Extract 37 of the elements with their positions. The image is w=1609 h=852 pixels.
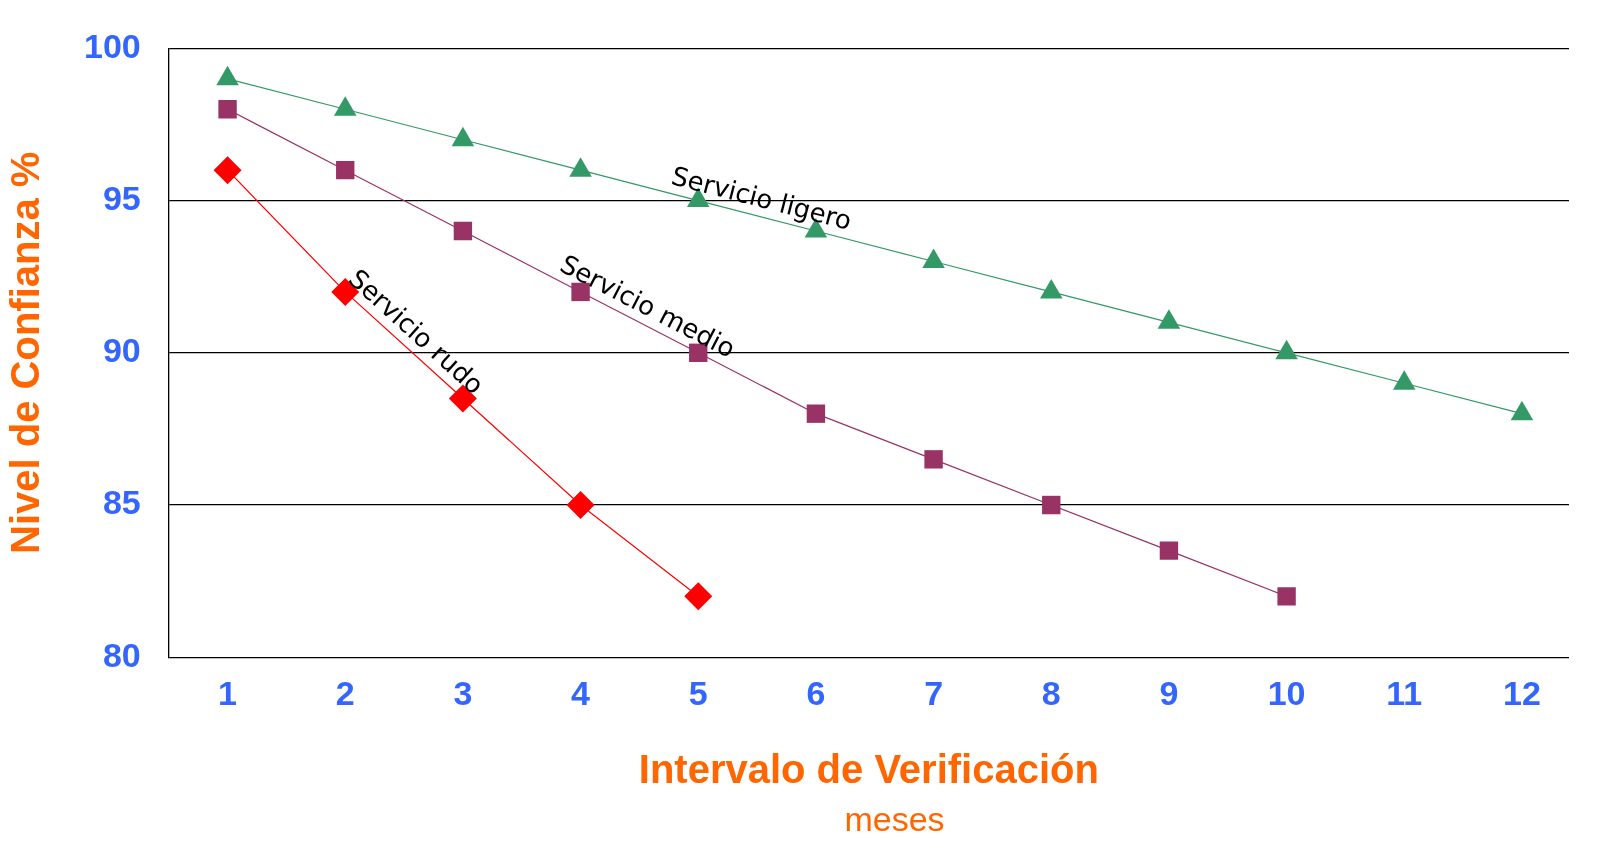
x-tick-label: 10 — [1267, 673, 1306, 712]
y-tick-label: 90 — [102, 331, 141, 370]
point — [566, 491, 595, 519]
x-tick-label: 11 — [1386, 673, 1423, 712]
point — [1393, 370, 1416, 390]
point — [569, 157, 592, 177]
x-tick-label: 7 — [924, 673, 944, 712]
point — [1157, 309, 1181, 329]
text: Servicio ligero — [668, 160, 855, 236]
x-tick-label: 4 — [571, 673, 591, 712]
point — [1042, 495, 1061, 515]
point — [1277, 587, 1296, 606]
x-tick-label: 5 — [688, 673, 708, 712]
point — [1159, 541, 1179, 560]
x-tick-label: 3 — [453, 673, 473, 712]
y-axis-title: Nivel de Confianza % — [3, 151, 48, 554]
y-tick-label: 95 — [102, 178, 141, 217]
x-tick-label: 6 — [806, 673, 826, 712]
x-tick-label: 2 — [335, 673, 355, 712]
x-tick-label: 8 — [1041, 673, 1061, 712]
point — [1039, 278, 1063, 299]
point — [451, 126, 475, 147]
y-tick-label: 85 — [102, 483, 141, 522]
x-tick-label: 9 — [1159, 673, 1179, 712]
point — [924, 450, 943, 469]
point — [1275, 339, 1298, 360]
x-tick-label: 1 — [218, 673, 238, 712]
point — [806, 404, 826, 423]
x-axis-title: Intervalo de Verificación — [638, 747, 1099, 792]
y-tick-label: 80 — [102, 635, 141, 674]
point — [684, 582, 713, 611]
point — [216, 65, 239, 86]
point — [333, 96, 357, 116]
point — [922, 248, 945, 268]
text: meses — [843, 800, 946, 839]
y-tick-label: 100 — [83, 26, 141, 65]
x-tick-label: 12 — [1503, 673, 1541, 712]
